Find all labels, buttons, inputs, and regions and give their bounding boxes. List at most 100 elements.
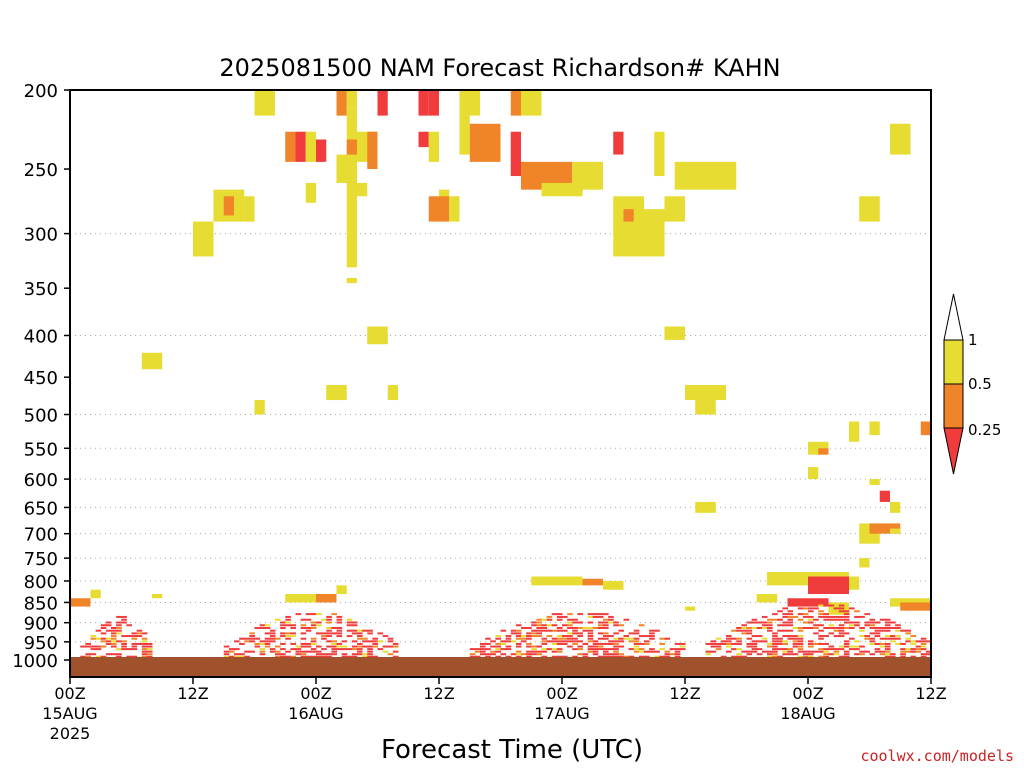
band-cell [367, 655, 373, 658]
band-cell [290, 626, 296, 629]
band-cell [823, 615, 829, 618]
band-cell [797, 607, 804, 610]
band-cell [828, 624, 835, 627]
band-cell [515, 635, 522, 638]
band-cell [633, 650, 640, 653]
band-cell [823, 613, 829, 616]
band-cell [628, 632, 635, 635]
band-cell [592, 626, 599, 629]
band-cell [367, 645, 373, 648]
y-tick-label: 450 [24, 368, 58, 389]
band-cell [310, 640, 317, 643]
band-cell [556, 629, 563, 632]
band-cell [111, 645, 117, 648]
data-cell [531, 576, 583, 586]
band-cell [823, 653, 829, 656]
band-cell [505, 655, 512, 658]
band-cell [797, 640, 804, 643]
band-cell [669, 648, 676, 651]
band-cell [577, 653, 583, 656]
band-cell [131, 637, 138, 640]
band-cell [603, 632, 609, 635]
band-cell [925, 650, 932, 653]
band-cell [234, 653, 240, 656]
band-cell [367, 632, 373, 635]
band-cell [623, 637, 630, 640]
band-cell [767, 629, 773, 632]
x-tick-label: 12Z [423, 684, 454, 703]
band-cell [843, 615, 850, 618]
band-cell [469, 653, 476, 656]
band-cell [828, 626, 835, 629]
band-cell [377, 648, 384, 651]
band-cell [116, 653, 122, 656]
band-cell [592, 642, 599, 645]
band-cell [95, 629, 102, 632]
band-cell [813, 650, 819, 653]
band-cell [808, 650, 814, 653]
band-cell [546, 648, 553, 651]
band-cell [808, 642, 814, 645]
band-cell [869, 653, 876, 656]
band-cell [546, 624, 553, 627]
band-cell [587, 626, 594, 629]
band-cell [485, 648, 491, 651]
band-cell [316, 655, 322, 658]
band-cell [597, 613, 604, 616]
band-cell [833, 650, 840, 653]
band-cell [833, 653, 840, 656]
band-cell [813, 607, 819, 610]
band-cell [818, 629, 824, 632]
band-cell [920, 642, 927, 645]
band-cell [336, 629, 343, 632]
band-cell [792, 637, 799, 640]
band-cell [649, 637, 655, 640]
watermark: coolwx.com/models [860, 747, 1014, 765]
y-tick-label: 250 [24, 160, 58, 181]
band-cell [131, 635, 138, 638]
band-cell [782, 648, 788, 651]
data-cell [346, 90, 357, 108]
band-cell [726, 645, 732, 648]
band-cell [105, 637, 112, 640]
band-cell [141, 653, 148, 656]
band-cell [562, 640, 568, 643]
band-cell [551, 650, 558, 653]
data-cells [70, 90, 931, 615]
band-cell [884, 626, 891, 629]
band-cell [633, 648, 640, 651]
band-cell [346, 629, 353, 632]
data-cell [920, 421, 931, 436]
band-cell [782, 615, 788, 618]
band-cell [567, 621, 573, 624]
data-cell [787, 598, 829, 607]
band-cell [536, 629, 542, 632]
band-cell [259, 624, 266, 627]
band-cell [474, 648, 481, 651]
band-cell [603, 621, 609, 624]
band-cell [761, 640, 768, 643]
band-cell [300, 624, 307, 627]
band-cell [551, 642, 558, 645]
band-cell [305, 613, 312, 616]
band-cell [382, 645, 389, 648]
band-cell [638, 635, 645, 638]
band-cell [823, 635, 829, 638]
y-tick-label: 300 [24, 225, 58, 246]
band-cell [736, 648, 742, 651]
band-cell [664, 637, 671, 640]
band-cell [726, 642, 732, 645]
band-cell [792, 642, 799, 645]
band-cell [495, 645, 501, 648]
data-cell [510, 131, 521, 177]
band-cell [346, 621, 353, 624]
band-cell [905, 648, 911, 651]
band-cell [567, 637, 573, 640]
band-cell [920, 637, 927, 640]
band-cell [833, 615, 840, 618]
band-cell [536, 653, 542, 656]
band-cell [275, 645, 281, 648]
band-cell [526, 645, 532, 648]
y-tick-label: 650 [24, 498, 58, 519]
band-cell [556, 635, 563, 638]
